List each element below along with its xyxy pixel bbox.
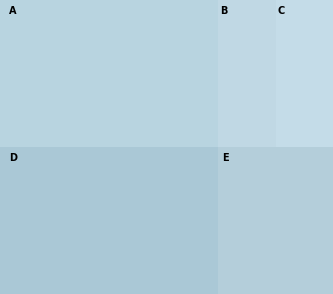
Text: D: D bbox=[9, 153, 17, 163]
Text: B: B bbox=[220, 6, 228, 16]
Text: E: E bbox=[222, 153, 229, 163]
Text: *: * bbox=[273, 162, 278, 172]
Title: New bone area: New bone area bbox=[231, 135, 320, 145]
Bar bbox=[223, 278, 260, 294]
Y-axis label: Volume (%): Volume (%) bbox=[191, 193, 201, 248]
Text: A: A bbox=[9, 6, 16, 16]
Bar bbox=[291, 203, 328, 294]
Text: C: C bbox=[278, 6, 285, 16]
Text: F: F bbox=[183, 140, 192, 153]
